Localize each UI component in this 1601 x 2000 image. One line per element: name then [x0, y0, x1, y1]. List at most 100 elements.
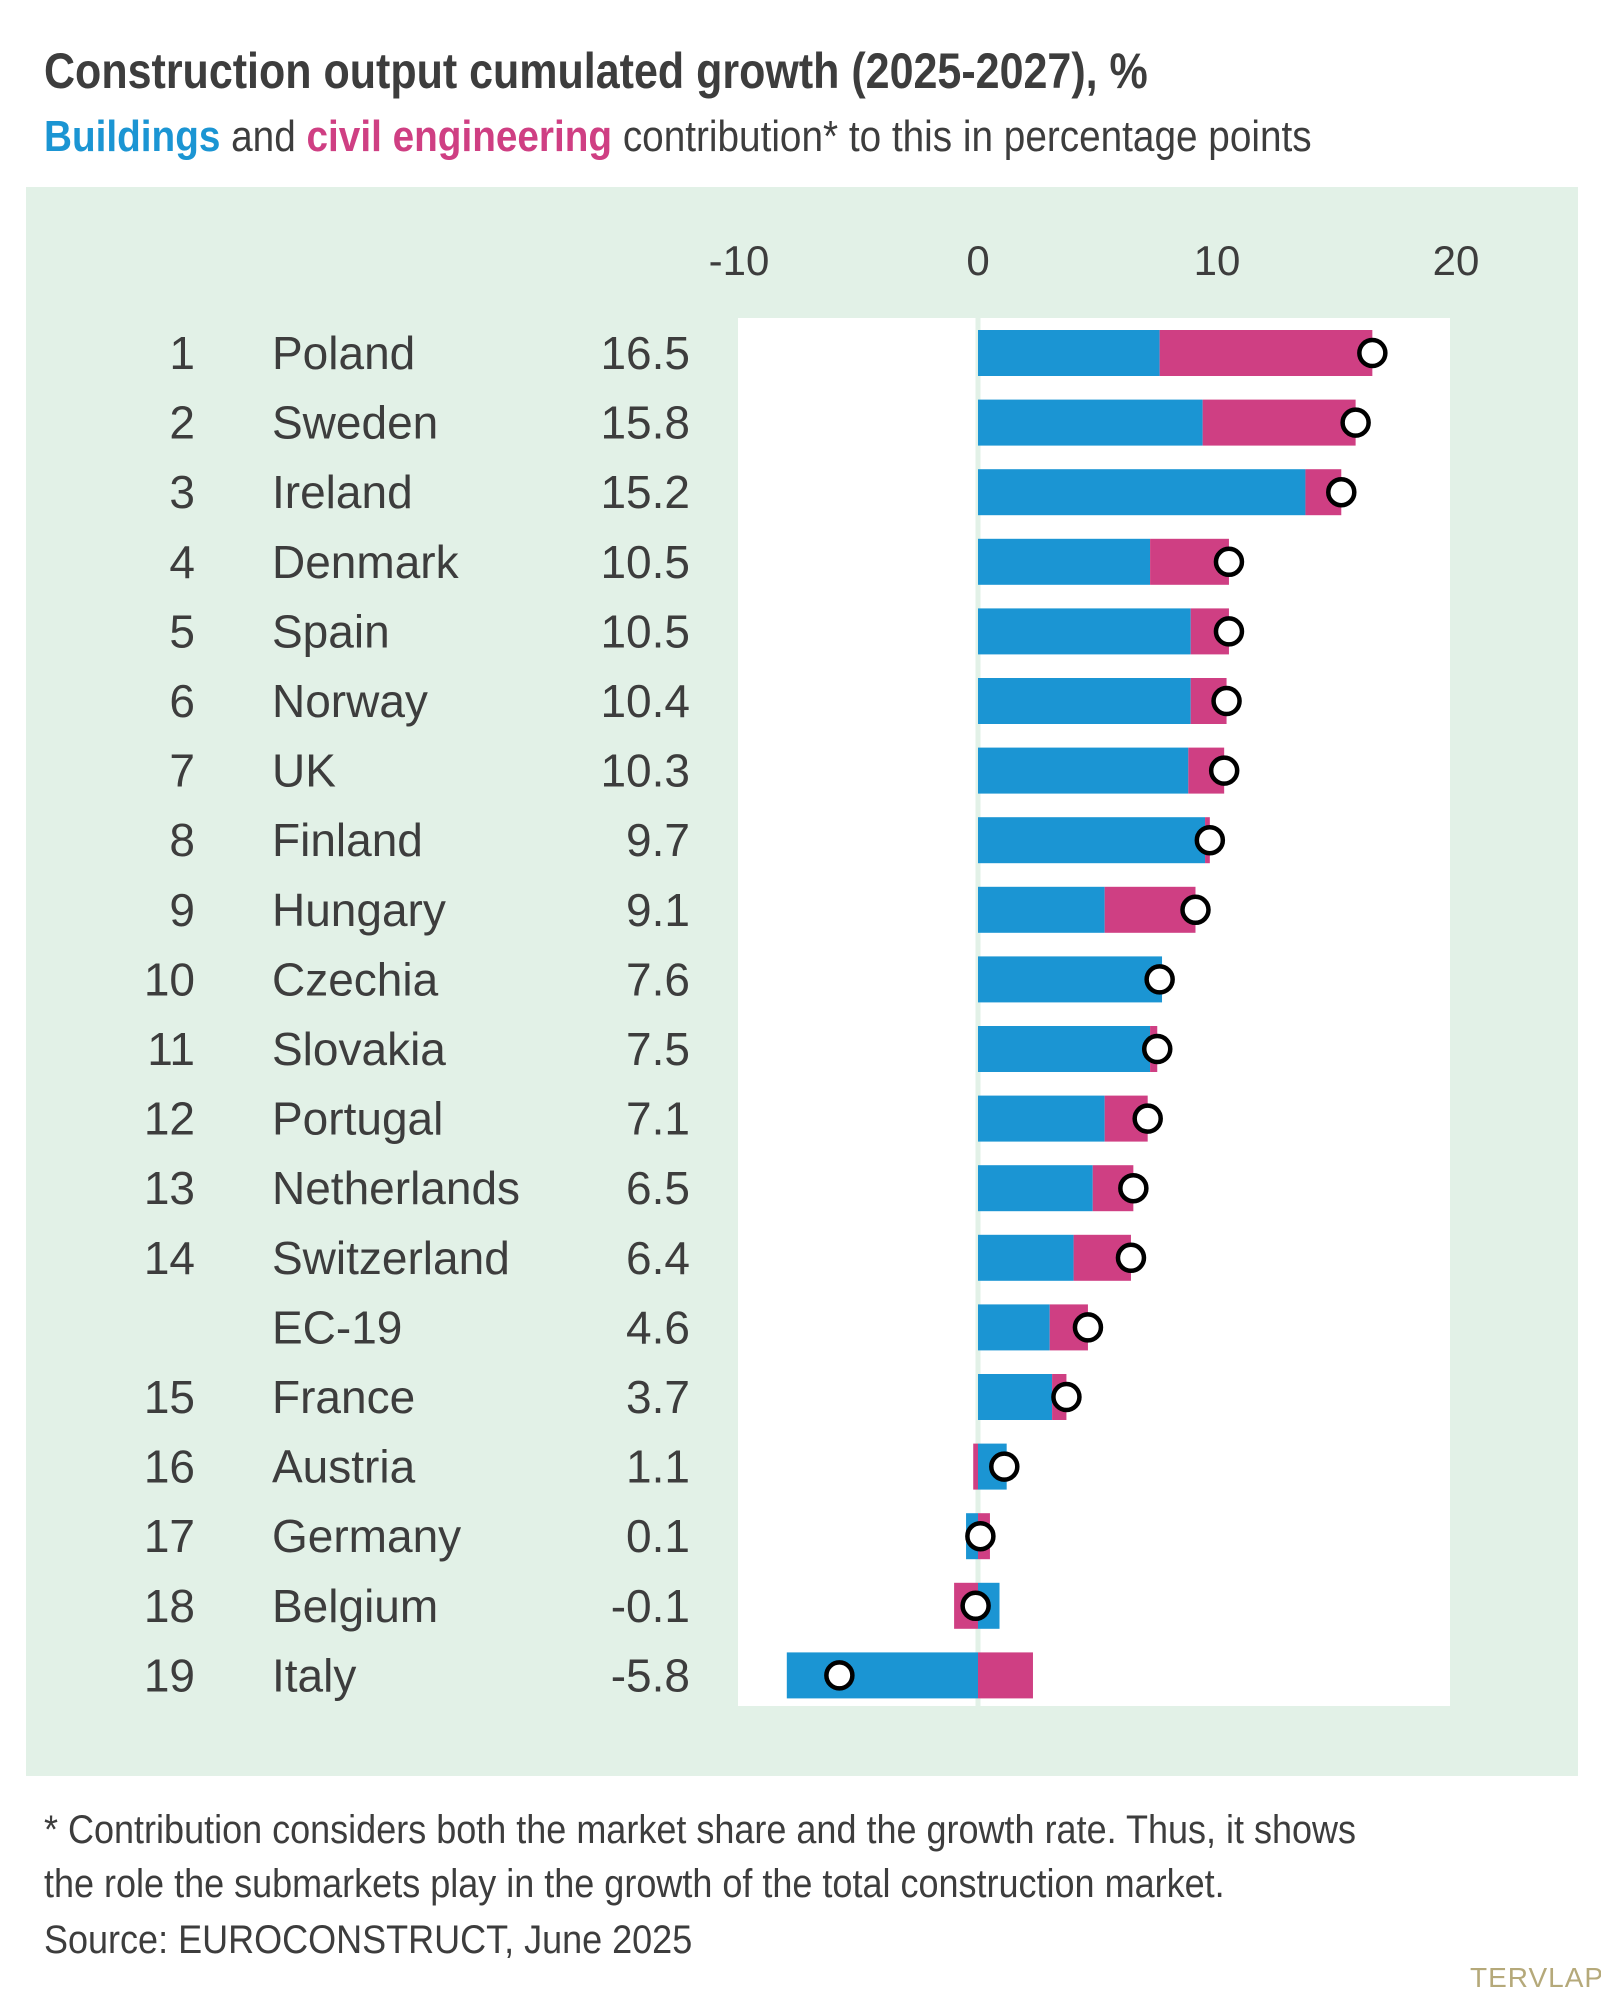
- rank-label: 5: [169, 605, 195, 657]
- brand-logo: TERVLAP: [1470, 1962, 1601, 1993]
- subtitle-buildings: Buildings: [44, 112, 221, 161]
- footnote: * Contribution considers both the market…: [44, 1803, 1356, 1911]
- rank-label: 18: [144, 1580, 195, 1632]
- total-value-label: -5.8: [611, 1649, 690, 1701]
- rank-label: 17: [144, 1510, 195, 1562]
- rank-label: 9: [169, 884, 195, 936]
- buildings-bar: [978, 1026, 1151, 1072]
- total-marker: [989, 1451, 1020, 1482]
- total-marker: [960, 1590, 991, 1622]
- total-marker: [1115, 1242, 1147, 1274]
- total-marker: [1213, 616, 1245, 647]
- country-label: Poland: [272, 327, 415, 379]
- total-value-label: 10.4: [600, 675, 690, 727]
- country-label: Belgium: [272, 1580, 438, 1632]
- country-label: Netherlands: [272, 1162, 520, 1214]
- total-marker: [1144, 964, 1175, 995]
- total-value-label: 1.1: [626, 1441, 690, 1493]
- total-value-label: 4.6: [626, 1301, 690, 1353]
- rank-label: 16: [144, 1441, 195, 1493]
- total-marker: [1142, 1033, 1173, 1065]
- country-label: Denmark: [272, 536, 460, 588]
- total-marker: [965, 1520, 996, 1552]
- buildings-bar: [978, 1234, 1074, 1281]
- subtitle-rest: contribution* to this in percentage poin…: [612, 112, 1312, 161]
- country-label: Ireland: [272, 466, 413, 518]
- buildings-bar: [786, 1652, 978, 1699]
- country-label: Germany: [272, 1510, 461, 1562]
- rank-label: 10: [144, 953, 195, 1005]
- total-marker: [1072, 1312, 1104, 1343]
- country-label: Hungary: [272, 884, 446, 936]
- civil-engineering-bar: [973, 1443, 978, 1490]
- total-value-label: 7.6: [626, 953, 690, 1005]
- country-label: Portugal: [272, 1093, 443, 1145]
- country-label: Czechia: [272, 953, 439, 1005]
- country-label: France: [272, 1371, 415, 1423]
- civil-engineering-bar: [978, 1652, 1033, 1699]
- footnote-line-1: * Contribution considers both the market…: [44, 1808, 1357, 1852]
- buildings-bar: [978, 886, 1105, 933]
- rank-label: 8: [169, 814, 195, 866]
- buildings-bar: [978, 1304, 1050, 1351]
- buildings-bar: [978, 330, 1160, 376]
- x-tick-label: -10: [709, 237, 770, 284]
- civil-engineering-bar: [1202, 399, 1356, 446]
- buildings-bar: [978, 608, 1191, 655]
- total-value-label: 7.1: [626, 1093, 690, 1145]
- total-marker: [1132, 1103, 1163, 1134]
- rank-label: 12: [144, 1093, 195, 1145]
- rank-label: 11: [147, 1023, 195, 1075]
- total-marker: [1180, 894, 1211, 926]
- total-value-label: 9.7: [626, 814, 690, 866]
- total-value-label: 15.8: [600, 397, 690, 449]
- country-label: UK: [272, 745, 336, 797]
- total-marker: [1051, 1381, 1082, 1413]
- buildings-bar: [978, 1374, 1053, 1420]
- total-value-label: 9.1: [626, 884, 690, 936]
- buildings-bar: [978, 1165, 1093, 1212]
- buildings-bar: [978, 469, 1306, 516]
- total-value-label: 15.2: [600, 466, 690, 518]
- civil-engineering-bar: [1159, 330, 1373, 376]
- country-label: Austria: [272, 1441, 416, 1493]
- total-value-label: 10.5: [600, 536, 690, 588]
- total-value-label: 10.5: [600, 605, 690, 657]
- total-marker: [824, 1660, 855, 1691]
- total-value-label: 7.5: [626, 1023, 690, 1075]
- x-tick-label: 0: [966, 237, 989, 284]
- rank-label: 2: [169, 397, 195, 449]
- subtitle-and: and: [220, 112, 307, 161]
- total-marker: [1357, 337, 1388, 369]
- country-label: Finland: [272, 814, 423, 866]
- x-tick-label: 10: [1194, 237, 1241, 284]
- buildings-bar: [978, 1095, 1105, 1142]
- rank-label: 14: [144, 1232, 195, 1284]
- buildings-bar: [978, 399, 1203, 446]
- subtitle-civil-engineering: civil engineering: [306, 112, 613, 161]
- total-marker: [1340, 407, 1371, 438]
- country-label: Spain: [272, 605, 390, 657]
- buildings-bar: [978, 817, 1206, 864]
- total-marker: [1118, 1172, 1149, 1204]
- total-value-label: 10.3: [600, 745, 690, 797]
- footnote-line-2: the role the submarkets play in the grow…: [44, 1862, 1225, 1906]
- country-label: Slovakia: [272, 1023, 446, 1075]
- rank-label: 4: [169, 536, 195, 588]
- rank-label: 7: [169, 745, 195, 797]
- chart-title: Construction output cumulated growth (20…: [44, 43, 1148, 99]
- total-marker: [1208, 755, 1240, 786]
- rank-label: 15: [144, 1371, 195, 1423]
- country-label: Sweden: [272, 397, 438, 449]
- chart-subtitle: Buildings and civil engineering contribu…: [44, 112, 1312, 162]
- total-value-label: 0.1: [626, 1510, 690, 1562]
- country-label: Italy: [272, 1649, 356, 1701]
- buildings-bar: [978, 678, 1191, 724]
- total-marker: [1326, 476, 1357, 508]
- country-label: Norway: [272, 675, 428, 727]
- rank-label: 6: [169, 675, 195, 727]
- total-marker: [1194, 824, 1226, 856]
- total-value-label: 6.5: [626, 1162, 690, 1214]
- country-label: EC-19: [272, 1301, 402, 1353]
- rank-label: 13: [144, 1162, 195, 1214]
